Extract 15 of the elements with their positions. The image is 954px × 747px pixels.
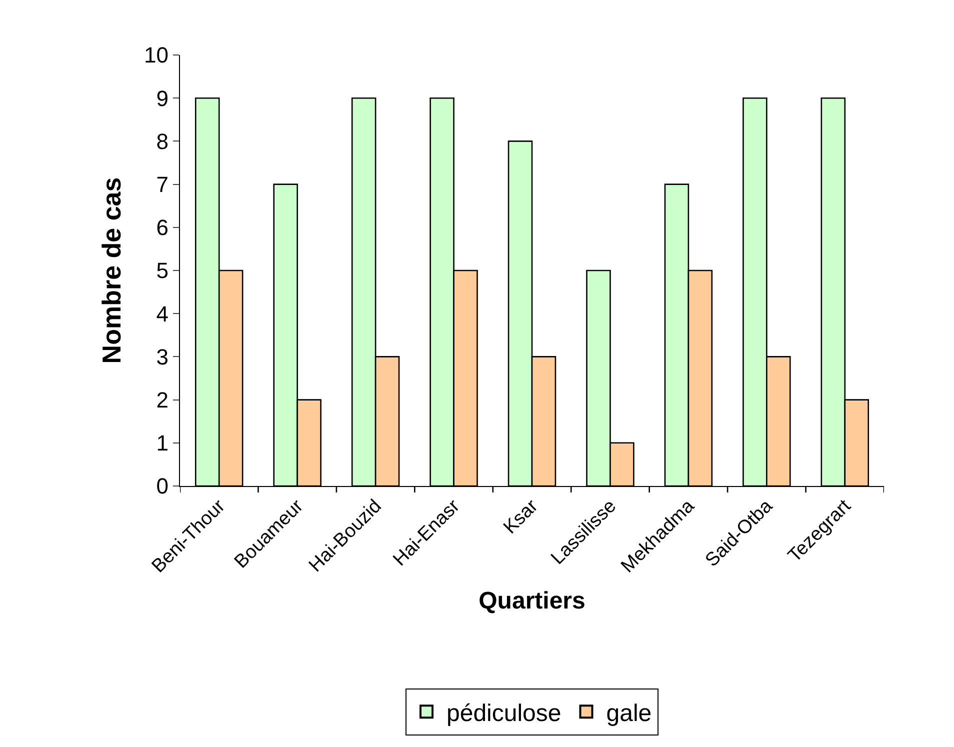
y-tick-label: 1 xyxy=(156,430,168,456)
y-tick-label: 0 xyxy=(156,474,168,499)
y-tick-label: 9 xyxy=(156,86,168,111)
y-axis-title: Nombre de cas xyxy=(96,177,126,364)
y-tick-label: 7 xyxy=(156,172,168,197)
y-tick-label: 3 xyxy=(156,344,168,370)
legend-label: pédiculose xyxy=(446,700,562,728)
y-tick-label: 10 xyxy=(144,42,168,68)
y-tick-label: 4 xyxy=(156,301,168,326)
y-tick-label: 2 xyxy=(156,388,168,412)
x-axis-title: Quartiers xyxy=(478,587,586,614)
legend-label: gale xyxy=(606,700,652,728)
y-tick-label: 6 xyxy=(156,215,168,240)
y-tick-label: 5 xyxy=(156,258,168,284)
y-tick-label: 8 xyxy=(156,128,168,154)
